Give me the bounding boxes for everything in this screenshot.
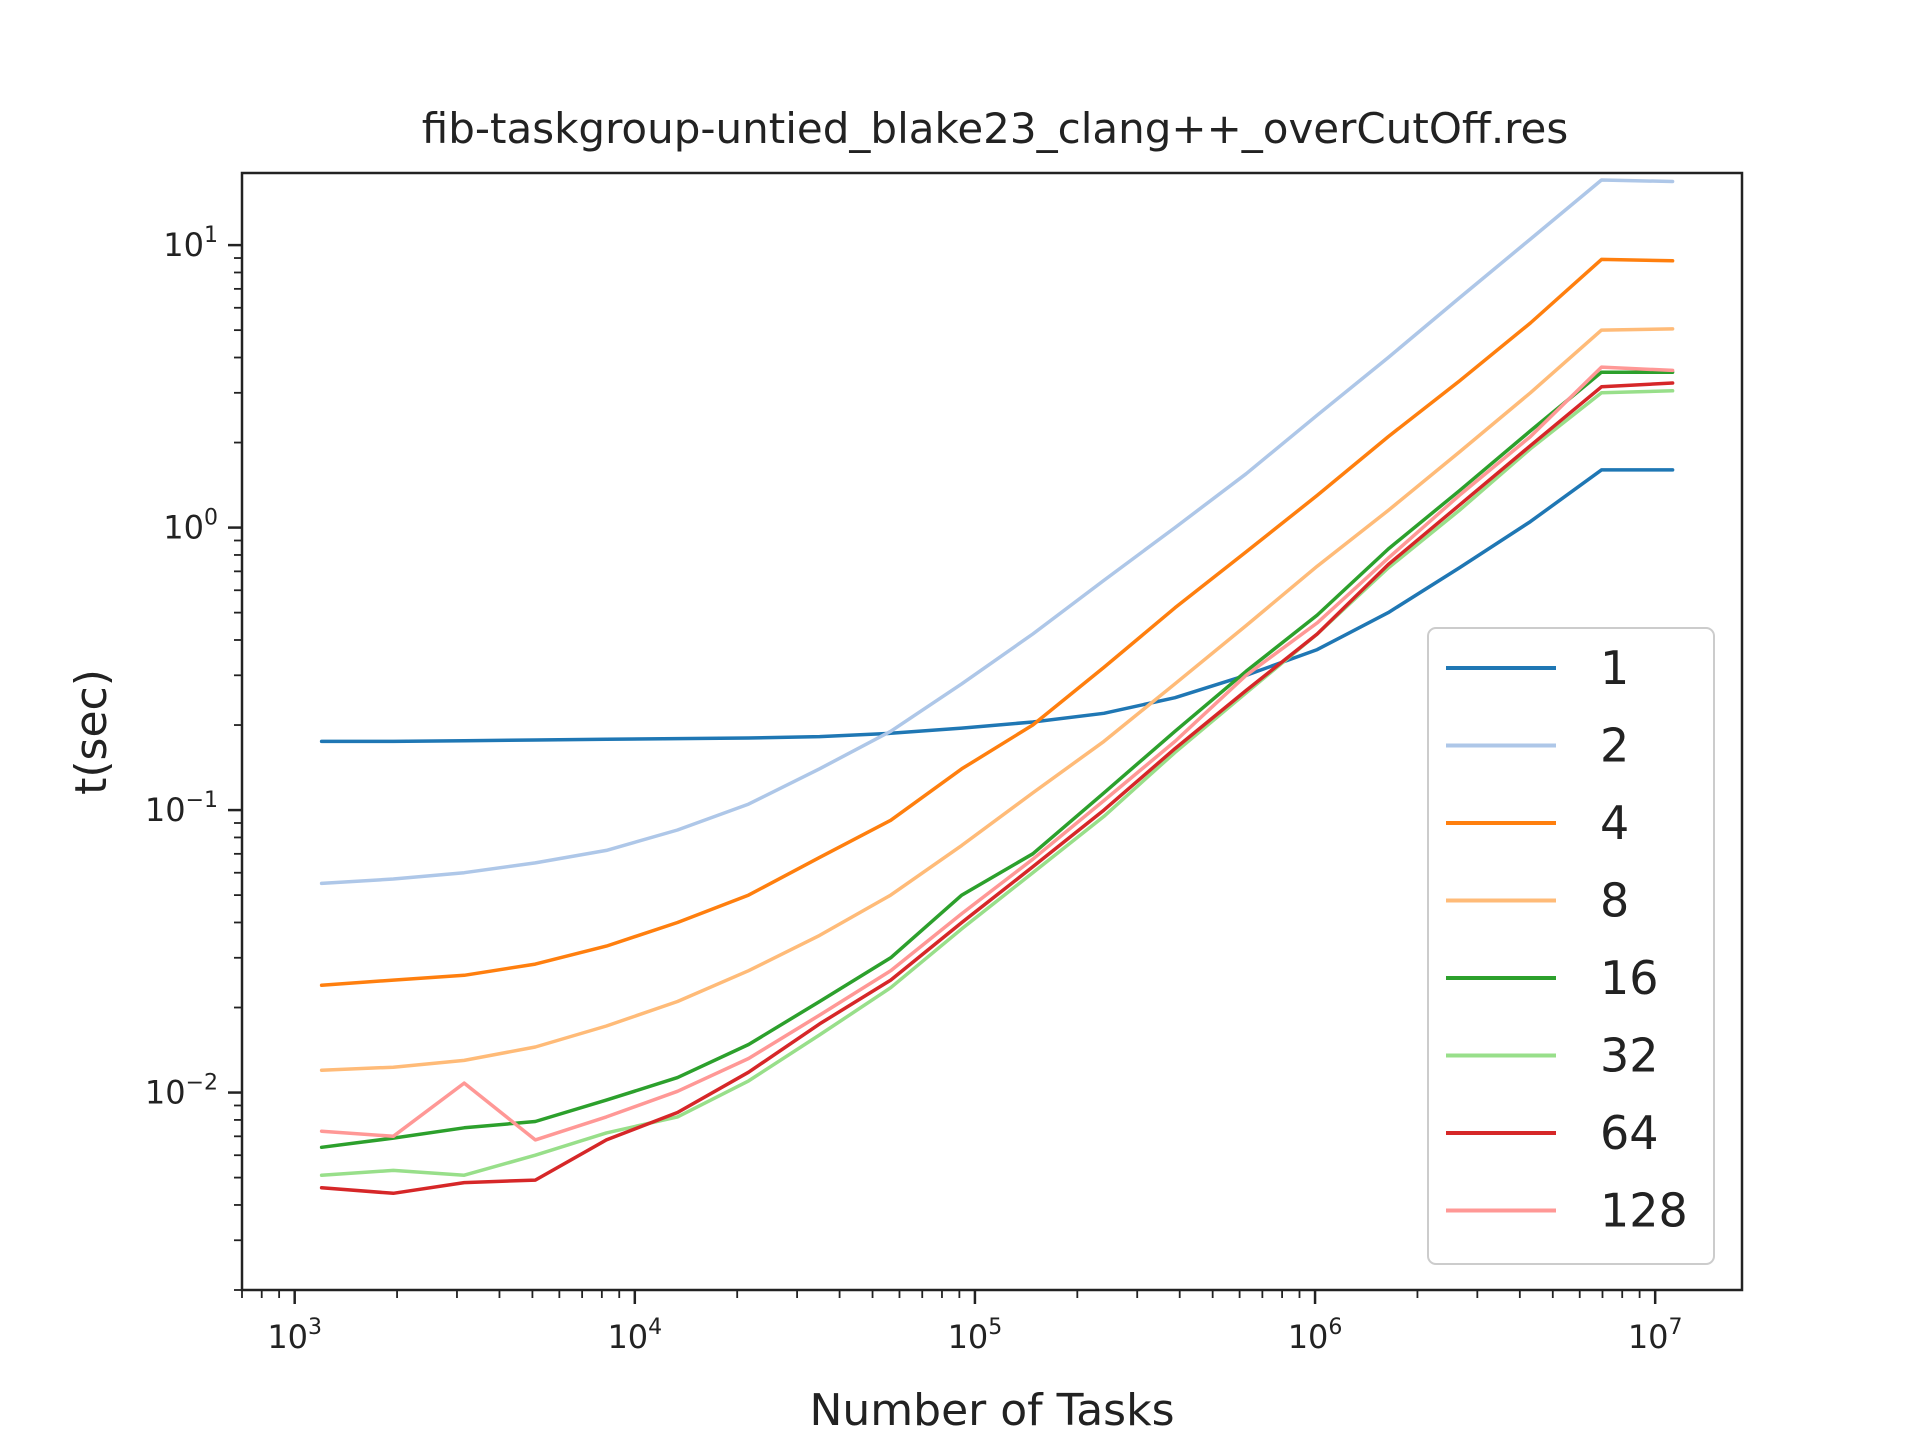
series-line-64 [319,381,1675,1196]
legend-label-128: 128 [1600,1184,1688,1238]
series-line-1 [319,468,1675,744]
x-tick-label: 106 [1288,1315,1343,1356]
legend-frame [1427,627,1715,1265]
legend-label-8: 8 [1600,874,1629,928]
x-tick-label: 105 [948,1315,1003,1356]
series-layer [319,178,1675,1196]
x-axis-label: Number of Tasks [809,1385,1174,1436]
legend-label-16: 16 [1600,951,1659,1005]
series-line-16 [319,370,1675,1150]
series-line-128 [319,365,1675,1142]
legend-label-1: 1 [1600,641,1629,695]
series-line-4 [319,257,1675,987]
y-axis-label: t(sec) [66,669,117,795]
y-tick-label: 10−2 [145,1071,218,1112]
y-tick-label: 10−1 [145,788,218,829]
x-tick-label: 103 [267,1315,322,1356]
x-tick-label: 104 [607,1315,662,1356]
x-tick-label: 107 [1628,1315,1683,1356]
series-line-8 [319,327,1675,1072]
legend-label-64: 64 [1600,1106,1659,1160]
y-tick-label: 100 [163,506,218,547]
series-line-32 [319,389,1675,1177]
legend-label-2: 2 [1600,719,1629,773]
plot-frame [240,171,1744,1292]
legend-label-32: 32 [1600,1029,1659,1083]
legend-label-4: 4 [1600,796,1629,850]
y-tick-label: 101 [163,223,218,264]
y-axis-ticks: 10−2 10−1 100 101 [145,223,242,1291]
series-line-2 [319,178,1675,886]
legend: 1 2 4 8 16 32 64 128 [1427,627,1715,1265]
chart-title: fib-taskgroup-untied_blake23_clang++_ove… [422,104,1569,153]
x-axis-ticks: 103 104 105 106 107 [241,1290,1683,1356]
